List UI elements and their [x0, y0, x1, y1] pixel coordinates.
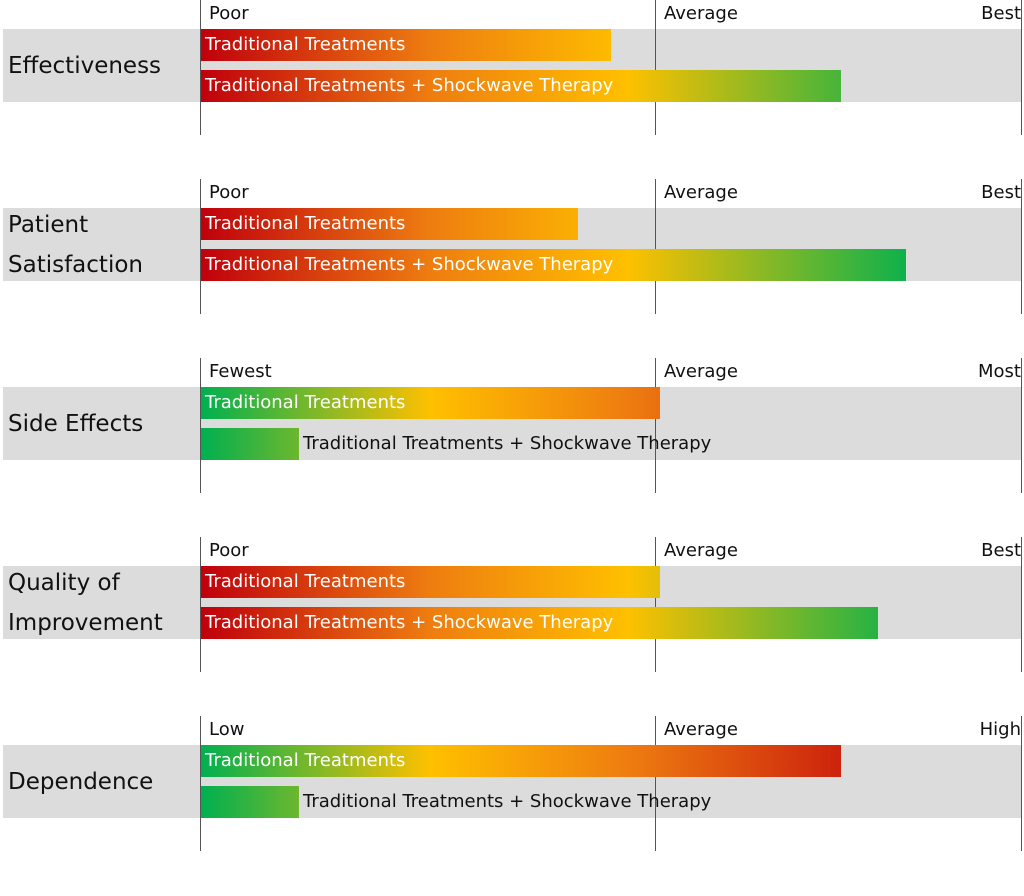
gridline-right: [1021, 358, 1022, 493]
bar-traditional: [201, 387, 660, 419]
gridline-right: [1021, 537, 1022, 672]
metric-label: Quality of Improvement: [8, 569, 163, 636]
metric-label: Patient Satisfaction: [8, 211, 143, 278]
bar-label: Traditional Treatments + Shockwave Thera…: [205, 75, 614, 96]
bar-traditional: [201, 566, 660, 598]
scale-label-high: Best: [981, 182, 1021, 203]
scale-label-mid: Average: [664, 3, 738, 24]
bar-label: Traditional Treatments + Shockwave Thera…: [205, 254, 614, 275]
scale-label-high: High: [979, 719, 1021, 740]
bar-label: Traditional Treatments: [205, 213, 406, 234]
scale-label-low: Fewest: [209, 361, 272, 382]
gridline-left: [200, 179, 201, 314]
metric-label: Side Effects: [8, 410, 144, 437]
gridline-left: [200, 716, 201, 851]
bar-traditional-plus-shockwave: [201, 428, 299, 460]
scale-label-low: Low: [209, 719, 245, 740]
bar-label: Traditional Treatments + Shockwave Thera…: [303, 433, 712, 454]
bar-traditional-plus-shockwave: [201, 249, 906, 281]
bar-label: Traditional Treatments + Shockwave Thera…: [205, 612, 614, 633]
bar-traditional: [201, 745, 841, 777]
bar-traditional-plus-shockwave: [201, 70, 841, 102]
gridline-mid: [655, 179, 656, 314]
gridline-mid: [655, 537, 656, 672]
scale-label-mid: Average: [664, 719, 738, 740]
bar-traditional: [201, 208, 578, 240]
chart-panel-0: Effectiveness Poor Average Best Traditional …: [0, 0, 1024, 180]
gridline-mid: [655, 0, 656, 135]
gridline-right: [1021, 716, 1022, 851]
scale-label-high: Most: [978, 361, 1021, 382]
bar-label: Traditional Treatments: [205, 571, 406, 592]
gridline-left: [200, 537, 201, 672]
gridline-right: [1021, 0, 1022, 135]
gridline-right: [1021, 179, 1022, 314]
scale-label-mid: Average: [664, 182, 738, 203]
scale-label-low: Poor: [209, 3, 249, 24]
comparison-chart: Effectiveness Poor Average Best Traditional …: [0, 0, 1024, 851]
scale-label-mid: Average: [664, 361, 738, 382]
metric-label: Dependence: [8, 768, 154, 795]
chart-panel-4: Dependence Low Average High Traditional Trea…: [0, 716, 1024, 896]
bar-label: Traditional Treatments: [205, 34, 406, 55]
scale-label-high: Best: [981, 3, 1021, 24]
chart-panel-3: Quality of Improvement Poor Average Best Tra…: [0, 537, 1024, 717]
bar-traditional-plus-shockwave: [201, 786, 299, 818]
chart-panel-2: Side Effects Fewest Average Most Traditional…: [0, 358, 1024, 538]
bar-label: Traditional Treatments + Shockwave Thera…: [303, 791, 712, 812]
scale-label-low: Poor: [209, 540, 249, 561]
gridline-mid: [655, 358, 656, 493]
bar-traditional: [201, 29, 611, 61]
gridline-mid: [655, 716, 656, 851]
scale-label-low: Poor: [209, 182, 249, 203]
metric-label: Effectiveness: [8, 52, 162, 79]
chart-panel-1: Patient Satisfaction Poor Average Best Tradi…: [0, 179, 1024, 359]
bar-label: Traditional Treatments: [205, 750, 406, 771]
gridline-left: [200, 358, 201, 493]
bar-traditional-plus-shockwave: [201, 607, 878, 639]
bar-label: Traditional Treatments: [205, 392, 406, 413]
gridline-left: [200, 0, 201, 135]
scale-label-mid: Average: [664, 540, 738, 561]
scale-label-high: Best: [981, 540, 1021, 561]
